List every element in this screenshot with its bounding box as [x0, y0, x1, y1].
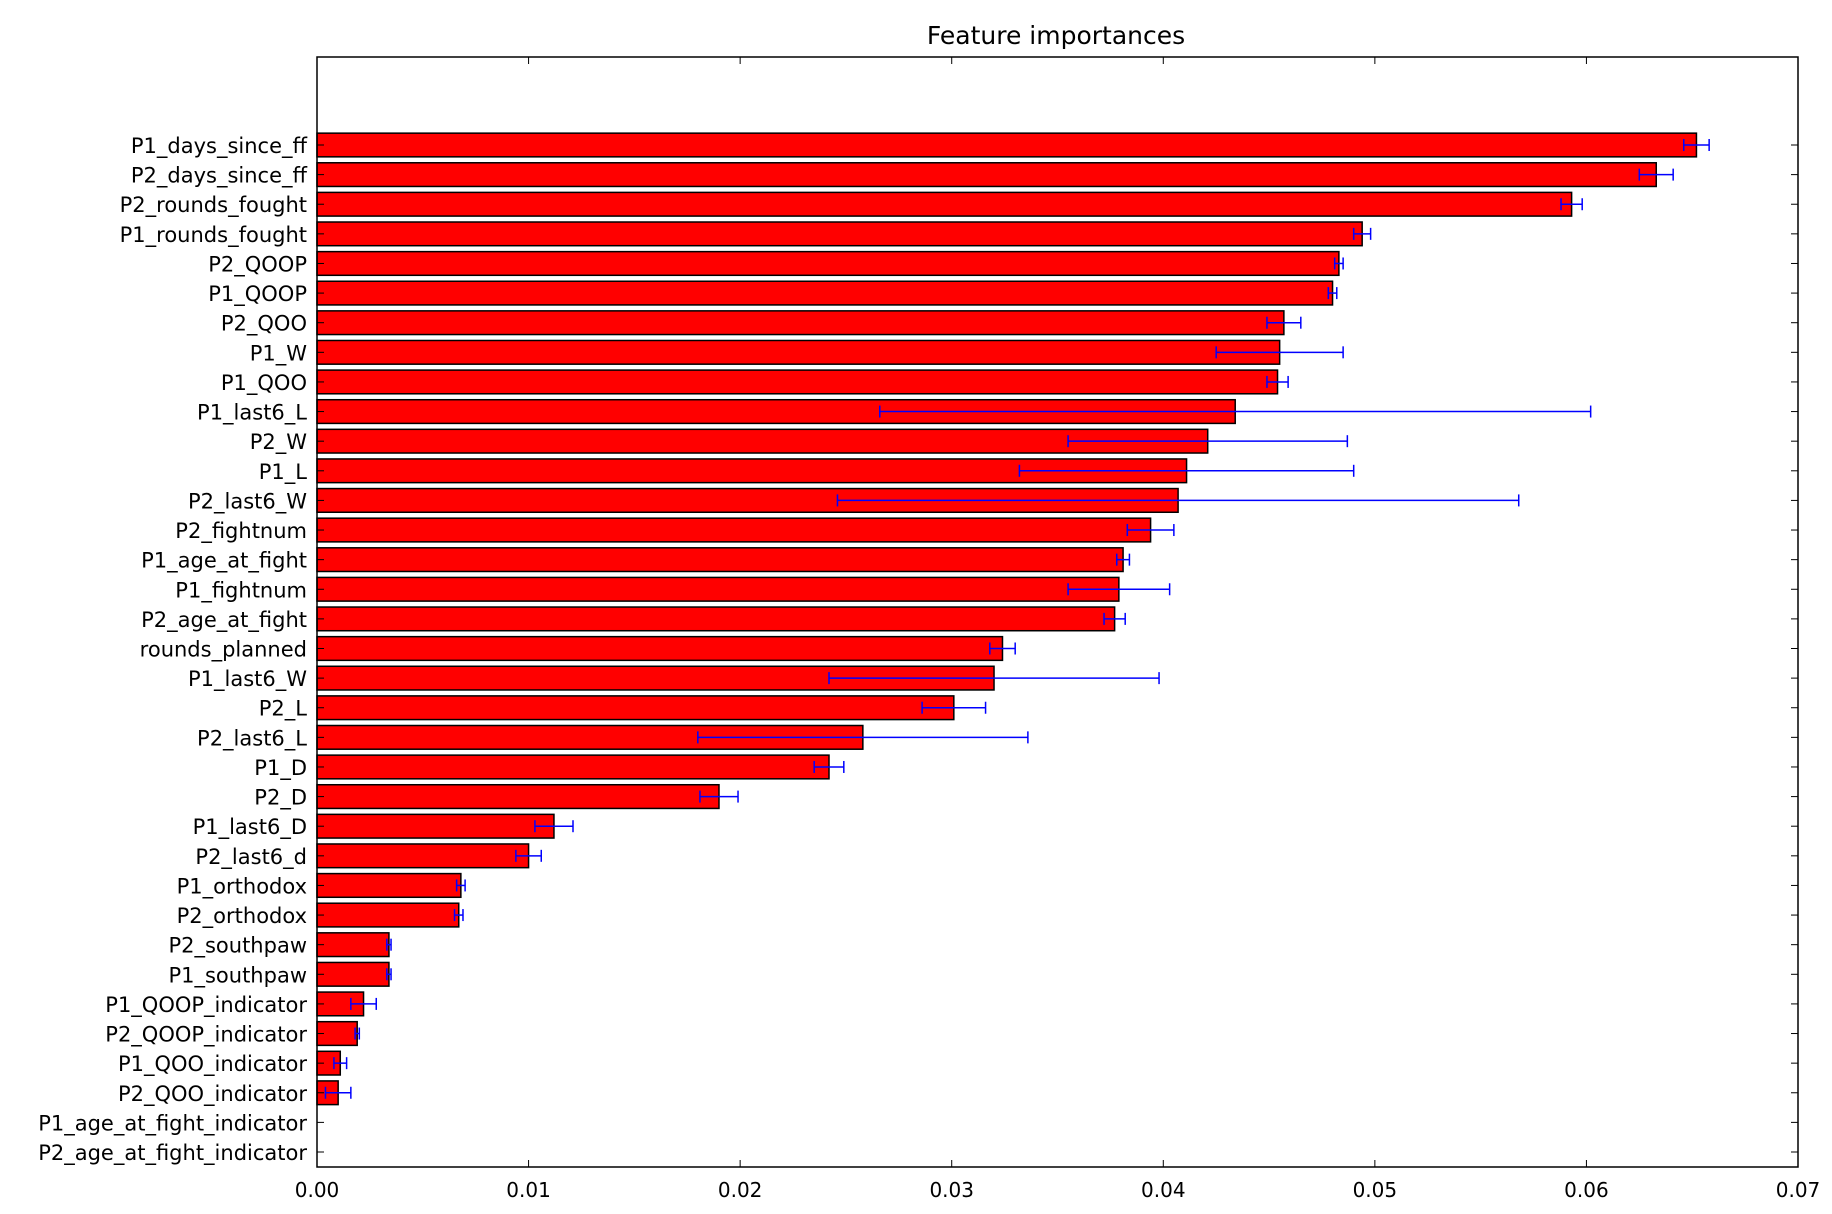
- x-tick-label: 0.02: [718, 1178, 763, 1202]
- y-tick-label: P2_L: [259, 697, 308, 722]
- y-tick-label: P2_age_at_fight: [141, 608, 307, 633]
- y-tick-label: P2_southpaw: [168, 934, 307, 959]
- y-tick-label: P1_last6_W: [188, 667, 307, 692]
- y-tick-label: P2_QOO_indicator: [118, 1082, 307, 1107]
- bar: [316, 635, 1004, 662]
- y-tick-label: P2_QOOP_indicator: [105, 1023, 307, 1048]
- y-tick-label: P1_fightnum: [175, 578, 307, 603]
- bar: [316, 280, 1334, 306]
- y-tick-label: P1_QOOP: [208, 282, 307, 307]
- y-tick-label: P2_fightnum: [175, 519, 307, 544]
- y-tick-label: P2_orthodox: [177, 904, 307, 929]
- bar: [316, 606, 1116, 632]
- y-tick-label: P1_QOOP_indicator: [105, 993, 307, 1018]
- bar: [316, 250, 1340, 277]
- bar: [316, 813, 555, 839]
- bar: [316, 310, 1285, 336]
- y-tick-label: P1_last6_D: [193, 815, 307, 840]
- y-tick-label: P1_QOO: [221, 371, 307, 396]
- bar: [316, 754, 830, 780]
- y-tick-label: P1_southpaw: [168, 963, 307, 988]
- bar: [316, 369, 1279, 395]
- x-tick-label: 0.01: [506, 1178, 551, 1202]
- x-tick-label: 0.05: [1353, 1178, 1398, 1202]
- y-tick-label: P2_age_at_fight_indicator: [38, 1141, 307, 1166]
- y-tick-label: P2_D: [254, 786, 307, 811]
- bar: [316, 843, 530, 869]
- bar: [316, 695, 955, 721]
- bar: [316, 221, 1363, 247]
- x-tick-label: 0.07: [1776, 1178, 1821, 1202]
- y-tick-label: P2_days_since_ff: [131, 164, 308, 189]
- x-tick-label: 0.04: [1141, 1178, 1186, 1202]
- y-tick-label: P2_last6_W: [188, 489, 307, 514]
- bar: [316, 961, 390, 987]
- y-tick-label: P2_QOO: [221, 312, 307, 337]
- bar: [316, 162, 1657, 188]
- y-tick-label: P1_age_at_fight_indicator: [38, 1111, 307, 1136]
- bar: [316, 783, 720, 810]
- y-tick-label: P2_W: [250, 430, 308, 455]
- bar: [316, 932, 390, 958]
- axes-frame: [316, 56, 1799, 1168]
- y-tick-label: P2_last6_d: [195, 845, 307, 870]
- bar: [316, 132, 1698, 158]
- y-tick-label: P1_L: [259, 460, 308, 485]
- y-tick-label: P1_days_since_ff: [131, 134, 308, 159]
- bar: [316, 902, 460, 928]
- y-tick-label: P1_W: [250, 341, 308, 366]
- y-tick-label: P1_orthodox: [177, 874, 307, 899]
- y-tick-label: P1_rounds_fought: [120, 223, 307, 248]
- y-tick-label: P2_QOOP: [208, 252, 307, 277]
- bar: [316, 339, 1281, 365]
- y-tick-label: P2_last6_L: [197, 726, 307, 751]
- bar: [316, 547, 1124, 573]
- bar: [316, 872, 462, 899]
- plot-area: P1_days_since_ff P2_days_since_ff P2_round…: [38, 56, 1821, 1202]
- x-tick-label: 0.03: [929, 1178, 974, 1202]
- bar: [316, 191, 1573, 217]
- y-tick-label: P1_D: [254, 756, 307, 781]
- x-tick-label: 0.06: [1564, 1178, 1609, 1202]
- x-tick-label: 0.00: [295, 1178, 340, 1202]
- bar: [316, 517, 1152, 543]
- y-tick-label: P2_rounds_fought: [120, 193, 307, 218]
- chart-title: Feature importances: [927, 21, 1185, 50]
- y-tick-label: P1_last6_L: [197, 401, 307, 426]
- y-tick-label: P1_QOO_indicator: [118, 1052, 307, 1077]
- y-tick-label: rounds_planned: [140, 638, 307, 663]
- y-tick-label: P1_age_at_fight: [141, 549, 307, 574]
- bar: [316, 576, 1120, 602]
